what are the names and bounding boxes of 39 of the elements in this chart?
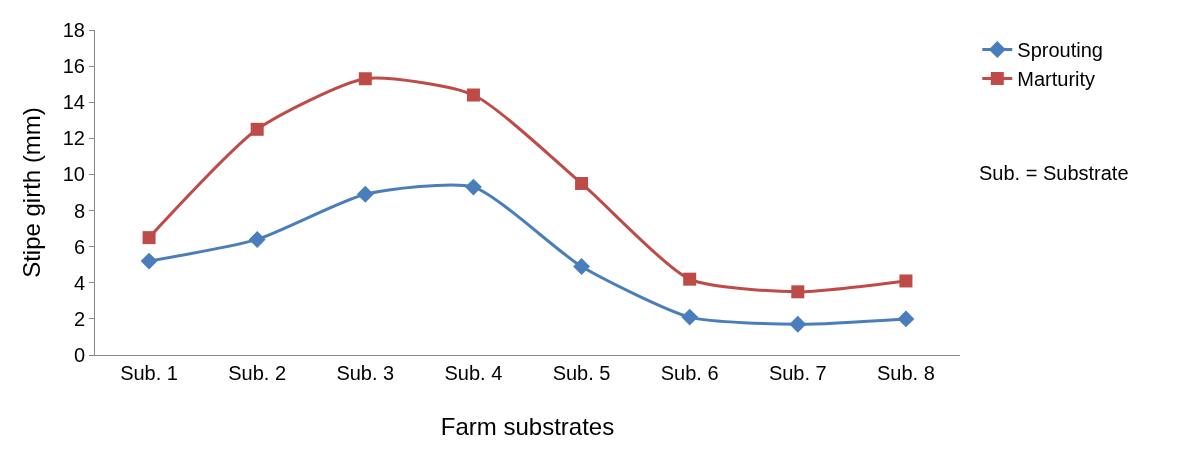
x-axis-title: Farm substrates bbox=[440, 413, 615, 441]
y-axis-title: Stipe girth (mm) bbox=[17, 107, 45, 278]
point bbox=[789, 315, 807, 333]
point bbox=[791, 285, 805, 299]
x-tick-label: Sub. 8 bbox=[877, 362, 935, 384]
legend-label: Sprouting bbox=[1017, 39, 1103, 62]
x-tick-label: Sub. 3 bbox=[336, 362, 395, 384]
y-tick-label: 14 bbox=[62, 91, 85, 114]
x-tick-label: Sub. 1 bbox=[120, 362, 178, 384]
x-tick-label: Sub. 2 bbox=[228, 362, 287, 384]
y-tick-label: 12 bbox=[62, 127, 85, 150]
point bbox=[466, 88, 480, 102]
y-tick-label: 2 bbox=[73, 307, 85, 330]
point bbox=[140, 252, 158, 270]
point bbox=[250, 122, 264, 136]
point bbox=[464, 178, 482, 196]
y-tick-label: 16 bbox=[62, 55, 85, 78]
x-tick-label: Sub. 6 bbox=[660, 362, 719, 384]
y-tick-label: 18 bbox=[62, 19, 85, 41]
y-tick-label: 8 bbox=[73, 199, 85, 222]
point bbox=[356, 185, 374, 203]
point bbox=[358, 72, 372, 86]
x-tick-label: Sub. 7 bbox=[768, 362, 827, 384]
point bbox=[575, 176, 589, 190]
y-tick-label: 0 bbox=[73, 344, 85, 366]
point bbox=[681, 308, 699, 326]
point bbox=[897, 310, 915, 328]
y-tick-label: 4 bbox=[73, 271, 85, 294]
x-tick-label: Sub. 4 bbox=[444, 362, 503, 384]
legend-label: Marturity bbox=[1017, 68, 1096, 91]
y-tick-label: 10 bbox=[62, 163, 85, 186]
point bbox=[142, 231, 156, 245]
y-tick-label: 6 bbox=[73, 235, 85, 258]
point bbox=[573, 258, 591, 275]
point bbox=[683, 272, 697, 286]
point bbox=[248, 230, 266, 248]
x-tick-label: Sub. 5 bbox=[552, 362, 611, 384]
text: Sub. = Substrate bbox=[979, 162, 1129, 184]
point bbox=[899, 274, 913, 288]
